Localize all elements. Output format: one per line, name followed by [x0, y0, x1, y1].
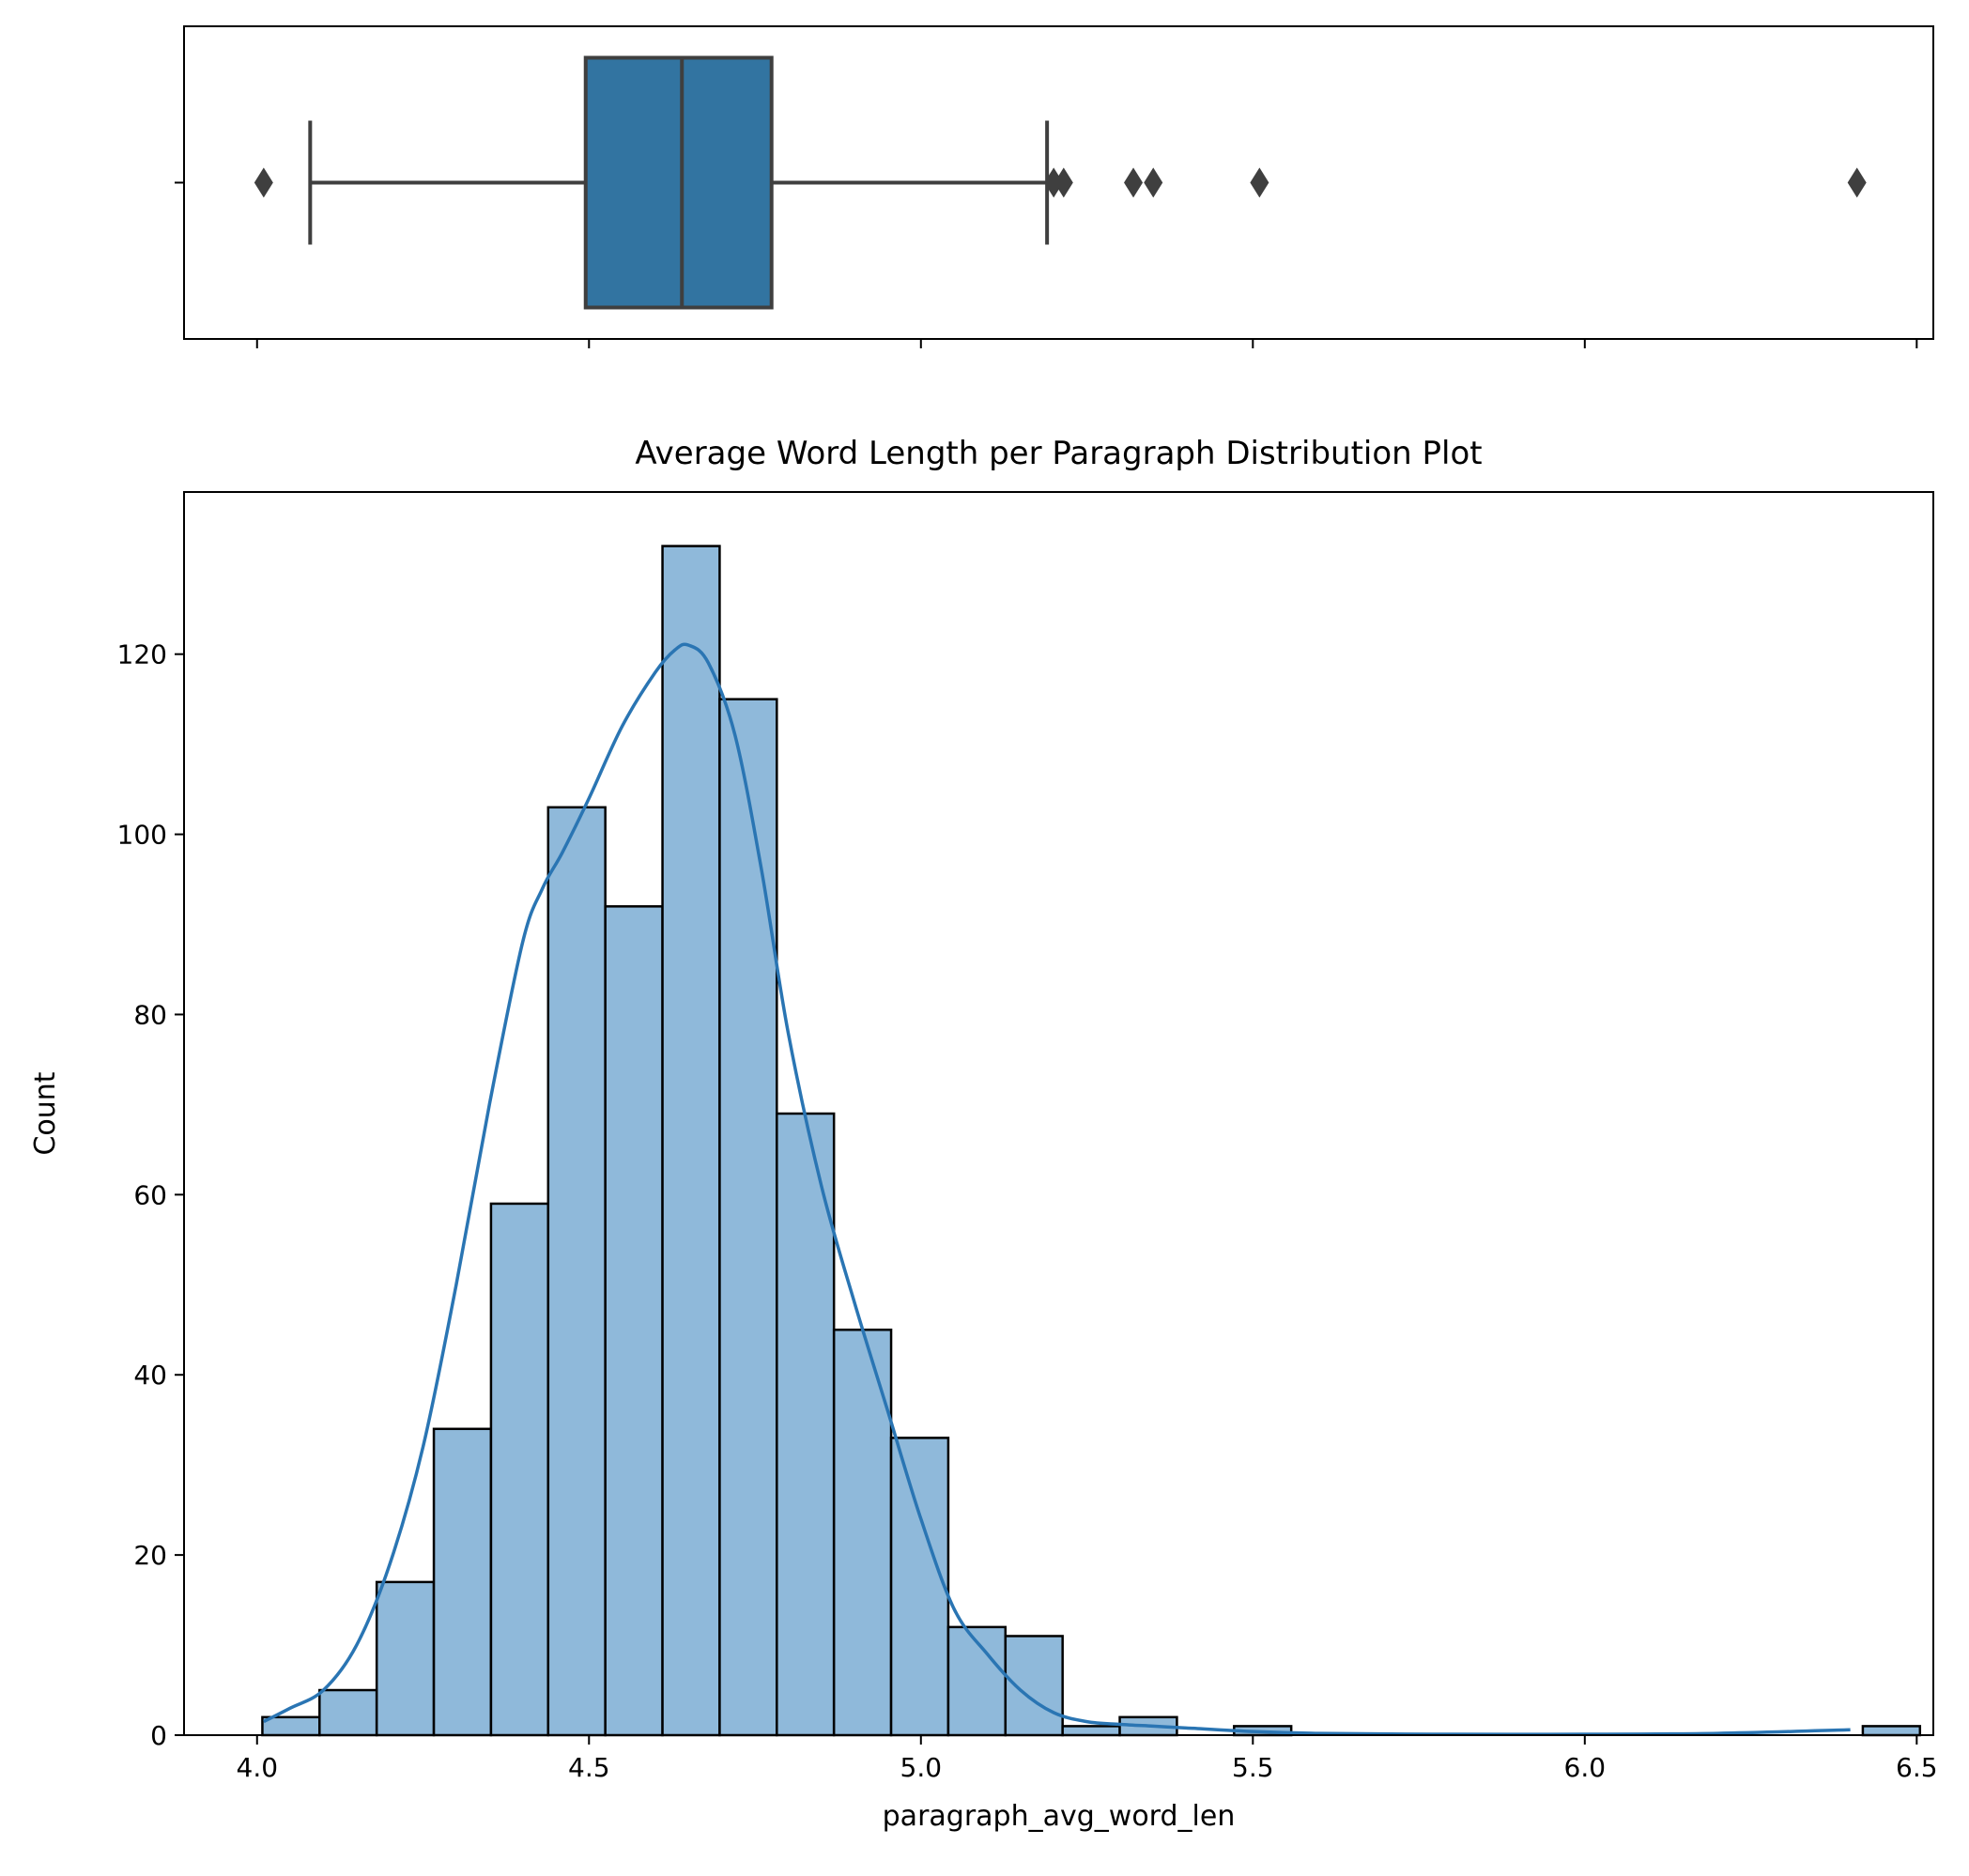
y-tick-label-2: 40	[133, 1360, 167, 1391]
y-tick-label-4: 80	[133, 999, 167, 1030]
kde-curve	[263, 642, 1851, 1736]
box-plot-frame	[183, 25, 1934, 340]
x-tick-label-1: 4.5	[568, 1752, 610, 1783]
histogram-frame	[183, 491, 1934, 1736]
histogram-bar-0	[261, 1715, 321, 1737]
histogram-bar-6	[604, 905, 664, 1737]
x-tick-label-4: 6.0	[1564, 1752, 1607, 1783]
box-iqr	[583, 55, 774, 310]
histogram-bar-2	[375, 1580, 436, 1737]
box-outlier-6	[1847, 167, 1867, 198]
histogram-bar-7	[661, 545, 721, 1737]
histogram-bar-9	[776, 1112, 836, 1737]
histogram-bar-1	[318, 1688, 378, 1737]
box-outlier-0	[254, 167, 273, 198]
y-tick-label-0: 0	[150, 1720, 167, 1751]
histogram-panel: Average Word Length per Paragraph Distri…	[29, 435, 1938, 1833]
x-tick-label-5: 6.5	[1896, 1752, 1938, 1783]
histogram-bar-5	[546, 806, 607, 1737]
histogram-y-ticks: 0 20 40 60 80 100 120	[117, 639, 184, 1751]
box-plot-panel	[175, 25, 1934, 348]
y-tick-label-1: 20	[133, 1540, 167, 1571]
histogram-bar-4	[489, 1202, 550, 1737]
box-plot-x-ticks	[255, 339, 1918, 348]
histogram-bar-12	[946, 1625, 1008, 1737]
box-outliers	[254, 167, 1867, 198]
histogram-bar-10	[832, 1329, 893, 1737]
x-axis-label: paragraph_avg_word_len	[883, 1800, 1236, 1833]
x-tick-label-3: 5.5	[1232, 1752, 1274, 1783]
chart-title: Average Word Length per Paragraph Distri…	[635, 435, 1482, 472]
histogram-bar-8	[718, 698, 778, 1737]
histogram-bars	[261, 545, 1922, 1737]
box-outlier-5	[1250, 167, 1269, 198]
histogram-x-ticks: 4.0 4.5 5.0 5.5 6.0 6.5	[237, 1735, 1938, 1783]
histogram-bar-28	[1861, 1725, 1922, 1737]
histogram-bar-3	[432, 1427, 493, 1737]
x-tick-label-0: 4.0	[237, 1752, 279, 1783]
y-tick-label-5: 100	[117, 820, 167, 851]
y-axis-label: Count	[29, 1071, 62, 1155]
box-outlier-4	[1144, 167, 1163, 198]
y-tick-label-6: 120	[117, 639, 167, 670]
histogram-bar-11	[889, 1437, 950, 1737]
box-plot-marks	[254, 55, 1867, 310]
box-outlier-2	[1054, 167, 1073, 198]
box-outlier-1	[1044, 167, 1064, 198]
y-tick-label-3: 60	[133, 1179, 167, 1210]
histogram-bar-14	[1061, 1725, 1121, 1737]
x-tick-label-2: 5.0	[900, 1752, 943, 1783]
box-outlier-3	[1124, 167, 1144, 198]
